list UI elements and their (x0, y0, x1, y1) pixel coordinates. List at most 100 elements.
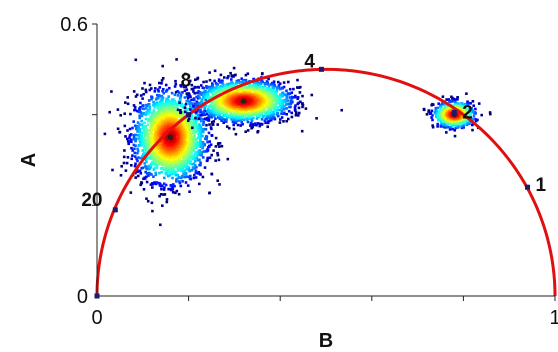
density-dot (136, 174, 140, 178)
density-dot (296, 96, 300, 99)
density-dot (144, 125, 147, 128)
density-dot (143, 121, 146, 125)
density-dot (287, 117, 290, 121)
density-dot (140, 138, 143, 141)
density-dot (188, 147, 191, 150)
density-dot (255, 96, 259, 100)
density-dot (183, 89, 187, 92)
density-dot (207, 146, 210, 149)
density-dot (271, 115, 275, 119)
density-dot (173, 85, 177, 88)
density-dot (175, 189, 179, 193)
density-dot (431, 125, 435, 129)
density-dot (155, 125, 159, 129)
density-dot (212, 86, 216, 89)
density-dot (447, 122, 450, 125)
density-dot (245, 86, 248, 90)
density-dot (136, 133, 139, 137)
density-dot (160, 147, 163, 151)
density-dot (170, 91, 174, 95)
density-dot (234, 132, 238, 136)
density-dot (457, 120, 460, 124)
density-dot (149, 115, 153, 118)
density-dot (212, 120, 216, 123)
density-dot (277, 84, 281, 87)
density-dot (180, 162, 184, 165)
density-dot (186, 157, 189, 160)
density-dot (454, 121, 457, 125)
density-dot (208, 78, 212, 82)
density-dot (198, 163, 201, 167)
density-dot (296, 78, 299, 82)
density-dot (435, 110, 439, 113)
density-dot (443, 111, 447, 115)
density-dot (134, 144, 137, 147)
density-dot (177, 166, 181, 170)
density-dot (176, 136, 179, 139)
density-dot (148, 171, 151, 175)
density-dot (269, 117, 272, 120)
density-dot (252, 77, 255, 81)
density-dot (192, 97, 196, 100)
density-dot (218, 142, 222, 145)
density-dot (310, 93, 314, 97)
density-dot (198, 149, 202, 152)
density-dot (301, 105, 304, 109)
density-dot (256, 122, 260, 125)
density-dot (169, 171, 172, 174)
density-dot (147, 174, 150, 177)
density-dot (143, 127, 147, 130)
density-dot (176, 165, 179, 169)
density-dot (196, 158, 200, 162)
density-dot (163, 186, 166, 189)
density-dot (144, 138, 148, 141)
density-dot (200, 130, 203, 134)
density-dot (182, 132, 186, 135)
density-dot (189, 121, 193, 124)
density-dot (227, 126, 231, 130)
density-dot (161, 64, 164, 68)
density-dot (209, 143, 213, 146)
density-dot (164, 100, 168, 103)
density-dot (272, 80, 276, 83)
density-dot (158, 94, 161, 98)
density-dot (267, 94, 271, 97)
density-dot (217, 145, 221, 148)
density-dot (179, 109, 182, 112)
density-dot (296, 97, 299, 101)
density-dot (282, 99, 286, 103)
density-dot (196, 125, 199, 128)
density-dot (431, 114, 434, 117)
density-dot (285, 113, 288, 116)
density-dot (167, 146, 170, 149)
density-dot (174, 102, 177, 105)
density-dot (275, 99, 278, 102)
density-dot (271, 87, 275, 91)
density-dot (179, 104, 182, 107)
density-dot (423, 108, 426, 112)
density-dot (164, 168, 167, 171)
density-dot (138, 169, 142, 173)
density-dot (132, 143, 136, 147)
density-dot (244, 102, 247, 106)
density-dot (129, 191, 133, 194)
density-dot (472, 112, 476, 115)
density-dot (221, 97, 224, 101)
density-dot (134, 58, 138, 62)
density-dot (229, 112, 232, 115)
density-dot (167, 154, 170, 157)
density-dot (188, 154, 192, 158)
density-dot (228, 98, 232, 102)
density-dot (205, 80, 208, 83)
density-dot (136, 151, 139, 155)
density-dot (205, 137, 208, 141)
density-dot (161, 204, 164, 207)
density-dot (180, 85, 183, 88)
density-dot (156, 111, 160, 114)
density-dot (148, 147, 152, 151)
density-dot (144, 165, 147, 168)
density-dot (206, 91, 209, 94)
density-dot (146, 139, 150, 143)
density-dot (218, 89, 222, 93)
density-dot (136, 170, 140, 173)
